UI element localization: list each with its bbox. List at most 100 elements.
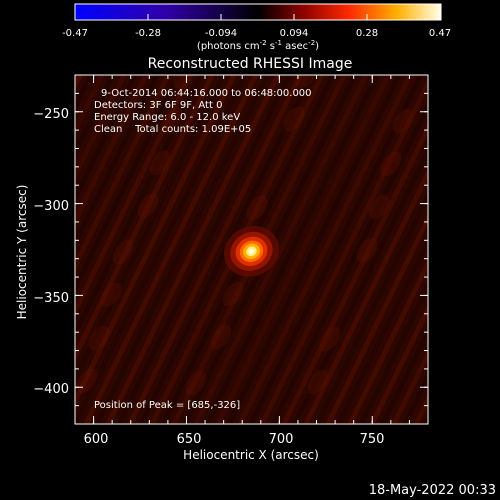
plot-area <box>0 74 500 425</box>
texture-blob <box>246 195 268 221</box>
y-tick-label: −400 <box>33 382 69 397</box>
texture-stripe <box>75 75 248 424</box>
texture-blob <box>173 75 195 90</box>
texture-stripe <box>303 167 428 424</box>
texture-blob <box>356 237 378 263</box>
texture-blob <box>75 75 86 88</box>
annotation-detectors: Detectors: 3F 6F 9F, Att 0 <box>94 100 222 111</box>
y-tick-label: −250 <box>33 107 69 122</box>
y-tick-label: −300 <box>33 199 69 214</box>
texture-blob <box>319 326 341 352</box>
annotation-peak-position: Position of Peak = [685,-326] <box>94 400 240 411</box>
texture-stripe <box>75 75 160 250</box>
footer-date: 18-May-2022 00:33 <box>369 483 496 498</box>
texture-blob <box>295 75 317 89</box>
texture-blob <box>210 324 232 350</box>
colorbar-tick-label: -0.47 <box>62 28 88 39</box>
texture-blob <box>149 150 171 176</box>
texture-stripe <box>75 75 226 385</box>
texture-stripe <box>270 100 428 424</box>
texture-stripe <box>347 258 428 424</box>
texture-stripe <box>0 75 3 424</box>
colorbar-unit-label: (photons cm-2 s-1 asec-2) <box>197 39 319 52</box>
y-tick-label: −350 <box>33 291 69 306</box>
texture-stripe <box>0 75 14 424</box>
annotation-clean: Clean Total counts: 1.09E+05 <box>94 124 251 135</box>
colorbar-tick-label: 0.094 <box>280 28 309 39</box>
texture-blob <box>185 370 207 396</box>
x-tick-label: 650 <box>177 432 202 447</box>
texture-stripe <box>259 77 428 424</box>
y-axis-label: Heliocentric Y (arcsec) <box>15 185 29 320</box>
texture-stripe <box>75 75 171 272</box>
texture-stripe <box>75 75 182 295</box>
texture-stripe <box>75 75 193 317</box>
colorbar-tick-label: 0.47 <box>429 28 451 39</box>
x-tick-label: 600 <box>84 432 109 447</box>
texture-stripe <box>380 325 428 424</box>
texture-stripe <box>105 75 281 424</box>
annotation-energy: Energy Range: 6.0 - 12.0 keV <box>94 112 240 123</box>
texture-stripe <box>75 75 83 91</box>
texture-stripe <box>75 75 204 340</box>
texture-stripe <box>0 75 58 424</box>
texture-stripe <box>127 75 303 424</box>
texture-stripe <box>116 75 292 424</box>
texture-stripe <box>292 145 428 424</box>
texture-stripe <box>281 122 428 424</box>
texture-stripe <box>75 75 138 204</box>
texture-stripe <box>449 75 500 424</box>
texture-stripe <box>438 75 500 424</box>
axis-ticks <box>74 74 429 425</box>
x-tick-label: 700 <box>269 432 294 447</box>
texture-stripe <box>83 75 259 424</box>
colorbar-tick-label: -0.28 <box>135 28 161 39</box>
texture-blob <box>222 281 244 307</box>
texture-blob <box>368 194 390 220</box>
texture-stripe <box>75 75 237 408</box>
texture-stripe <box>215 75 391 424</box>
texture-stripe <box>424 416 428 424</box>
texture-stripe <box>237 75 413 424</box>
colorbar-ticks <box>74 14 441 20</box>
x-tick-label: 750 <box>360 432 385 447</box>
texture-blob <box>161 107 183 133</box>
texture-blob <box>112 239 134 265</box>
texture-stripe <box>226 75 402 424</box>
texture-stripe <box>75 75 127 182</box>
texture-stripe <box>75 75 116 159</box>
texture-stripe <box>413 393 428 424</box>
texture-stripe <box>314 190 428 424</box>
texture-stripe <box>460 75 500 424</box>
texture-stripe <box>325 212 428 424</box>
texture-stripe <box>94 75 270 424</box>
texture-stripe <box>493 75 500 424</box>
texture-stripe <box>248 75 424 424</box>
texture-stripe <box>358 280 428 424</box>
texture-stripe <box>75 75 215 362</box>
texture-stripe <box>204 75 380 424</box>
texture-stripe <box>75 75 149 227</box>
annotation-time: 9-Oct-2014 06:44:16.000 to 06:48:00.000 <box>101 88 312 99</box>
texture-stripe <box>336 235 428 424</box>
texture-stripe <box>369 303 428 424</box>
x-axis-label: Heliocentric X (arcsec) <box>183 448 319 462</box>
texture-blob <box>380 151 402 177</box>
texture-blob <box>137 193 159 219</box>
plot-frame <box>74 74 429 425</box>
colorbar-tick-label: -0.094 <box>205 28 237 39</box>
texture-blob <box>283 106 305 132</box>
texture-blob <box>100 282 122 308</box>
texture-blob <box>88 325 110 351</box>
texture-stripe <box>391 348 428 424</box>
texture-stripe <box>0 75 69 424</box>
texture-stripe <box>471 75 500 424</box>
flare-source <box>223 226 280 277</box>
colorbar-tick-label: 0.28 <box>356 28 378 39</box>
texture-blob <box>392 108 414 134</box>
texture-blob <box>307 369 329 395</box>
texture-stripe <box>193 75 369 424</box>
chart-title: Reconstructed RHESSI Image <box>148 56 353 72</box>
texture-stripe <box>482 75 500 424</box>
